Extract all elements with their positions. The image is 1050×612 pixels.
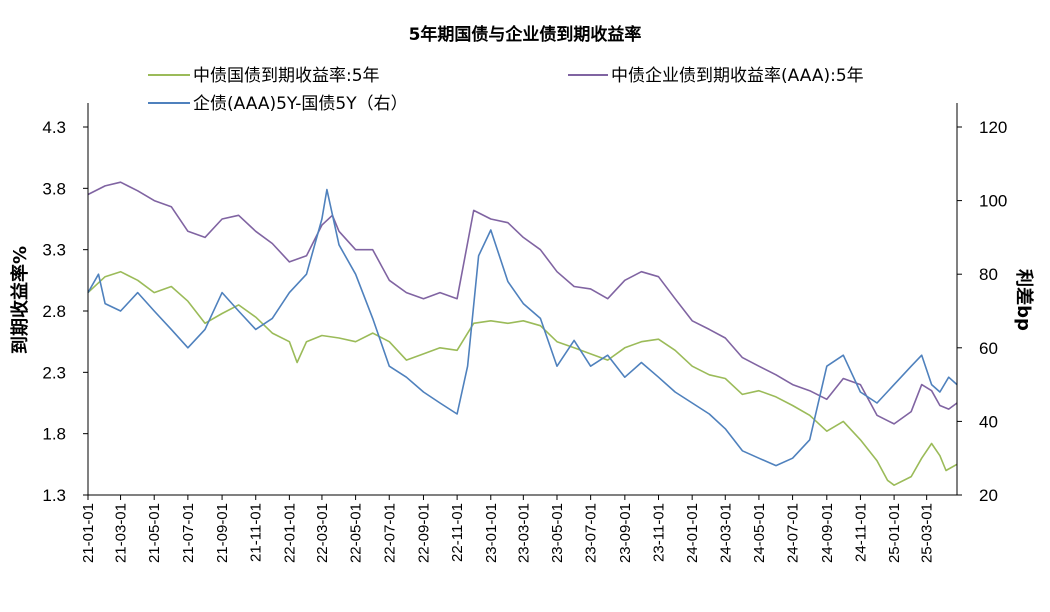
y-left-tick-label: 2.8 [42, 302, 66, 321]
x-tick-label: 25-03-01 [919, 503, 936, 563]
x-tick-label: 21-03-01 [113, 503, 130, 563]
x-tick-label: 24-05-01 [751, 503, 768, 563]
y-left-tick-label: 3.3 [42, 241, 66, 260]
y-right-axis-title: 利差bp [1013, 269, 1035, 331]
x-tick-label: 21-07-01 [180, 503, 197, 563]
y-right-tick-label: 80 [979, 265, 998, 284]
x-ticks: 21-01-01 21-03-01 21-05-01 21-07-01 21-09-01… [80, 495, 936, 563]
legend-label-series-0: 中债国债到期收益率:5年 [193, 66, 380, 86]
x-tick-label: 22-09-01 [416, 503, 433, 563]
x-tick-label: 22-05-01 [348, 503, 365, 563]
x-tick-label: 21-05-01 [146, 503, 163, 563]
x-tick-label: 23-07-01 [583, 503, 600, 563]
series-line-0 [87, 270, 958, 487]
legend-label-series-1: 中债企业债到期收益率(AAA):5年 [611, 66, 864, 86]
y-right-tick-label: 60 [979, 339, 998, 358]
x-tick-label: 24-03-01 [717, 503, 734, 563]
x-tick-label: 23-03-01 [515, 503, 532, 563]
y-right-ticks: 120 100 80 60 40 20 [957, 118, 1007, 505]
plot-lines [87, 181, 958, 487]
y-right-tick-label: 120 [979, 118, 1007, 137]
y-left-tick-label: 2.3 [42, 363, 66, 382]
x-tick-label: 22-03-01 [314, 503, 331, 563]
x-tick-label: 24-01-01 [684, 503, 701, 563]
x-tick-label: 22-07-01 [381, 503, 398, 563]
x-tick-label: 24-11-01 [852, 503, 869, 562]
y-left-ticks: 4.3 3.8 3.3 2.8 2.3 1.8 1.3 [42, 118, 88, 505]
x-tick-label: 23-05-01 [549, 503, 566, 563]
legend: 中债国债到期收益率:5年 中债企业债到期收益率(AAA):5年 企债(AAA)5… [148, 66, 864, 114]
x-tick-label: 21-09-01 [214, 503, 231, 563]
x-tick-label: 23-01-01 [483, 503, 500, 563]
y-left-tick-label: 1.8 [42, 425, 66, 444]
x-tick-label: 24-07-01 [785, 503, 802, 563]
series-line-1 [87, 181, 958, 425]
series-line-2 [87, 188, 958, 467]
x-tick-label: 22-11-01 [449, 503, 466, 562]
y-right-tick-label: 100 [979, 192, 1007, 211]
y-left-tick-label: 3.8 [42, 179, 66, 198]
y-right-tick-label: 20 [979, 486, 998, 505]
x-tick-label: 21-01-01 [80, 503, 97, 563]
y-right-tick-label: 40 [979, 412, 998, 431]
x-tick-label: 22-01-01 [281, 503, 298, 563]
x-tick-label: 21-11-01 [248, 503, 265, 562]
x-tick-label: 25-01-01 [886, 503, 903, 563]
x-tick-label: 24-09-01 [819, 503, 836, 563]
legend-label-series-2: 企债(AAA)5Y-国债5Y（右） [193, 94, 408, 114]
chart-title: 5年期国债与企业债到期收益率 [409, 24, 642, 45]
y-left-tick-label: 1.3 [42, 486, 66, 505]
x-tick-label: 23-11-01 [651, 503, 668, 562]
y-left-tick-label: 4.3 [42, 118, 66, 137]
x-tick-label: 23-09-01 [617, 503, 634, 563]
y-left-axis-title: 到期收益率% [9, 246, 31, 354]
